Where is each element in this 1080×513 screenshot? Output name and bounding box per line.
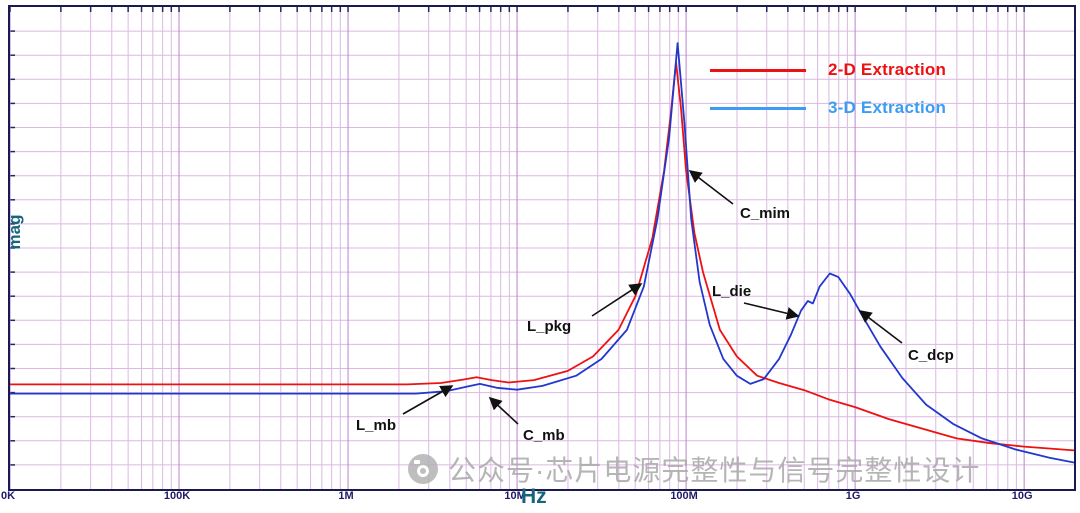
x-tick-10g: 10G <box>1011 490 1033 502</box>
legend-label-3d: 3-D Extraction <box>828 98 947 117</box>
legend-item-2d-extraction: 2-D Extraction <box>710 51 946 89</box>
x-tick-100k: 100K <box>163 490 191 502</box>
x-tick-0k: 0K <box>0 490 16 502</box>
legend-item-3d-extraction: 3-D Extraction <box>710 89 946 127</box>
plot-area: 2-D Extraction 3-D Extraction <box>8 5 1076 491</box>
y-axis-label: mag <box>5 214 24 250</box>
legend-label-2d: 2-D Extraction <box>828 60 947 79</box>
x-tick-100m: 100M <box>670 490 698 502</box>
legend-line-2d <box>710 68 806 72</box>
legend-line-3d <box>710 106 806 110</box>
x-tick-1m: 1M <box>338 490 354 502</box>
annotation-l_die: L_die <box>712 283 752 300</box>
legend: 2-D Extraction 3-D Extraction <box>710 51 946 127</box>
chart-svg <box>10 7 1074 489</box>
x-tick-10m: 10M <box>504 490 526 502</box>
annotation-l_pkg: L_pkg <box>527 318 572 335</box>
x-axis-label: Hz <box>521 485 547 508</box>
x-tick-1g: 1G <box>845 490 861 502</box>
annotation-c_mb: C_mb <box>523 427 565 444</box>
annotation-l_mb: L_mb <box>356 417 397 434</box>
annotation-c_mim: C_mim <box>740 205 791 222</box>
annotation-c_dcp: C_dcp <box>908 347 954 364</box>
